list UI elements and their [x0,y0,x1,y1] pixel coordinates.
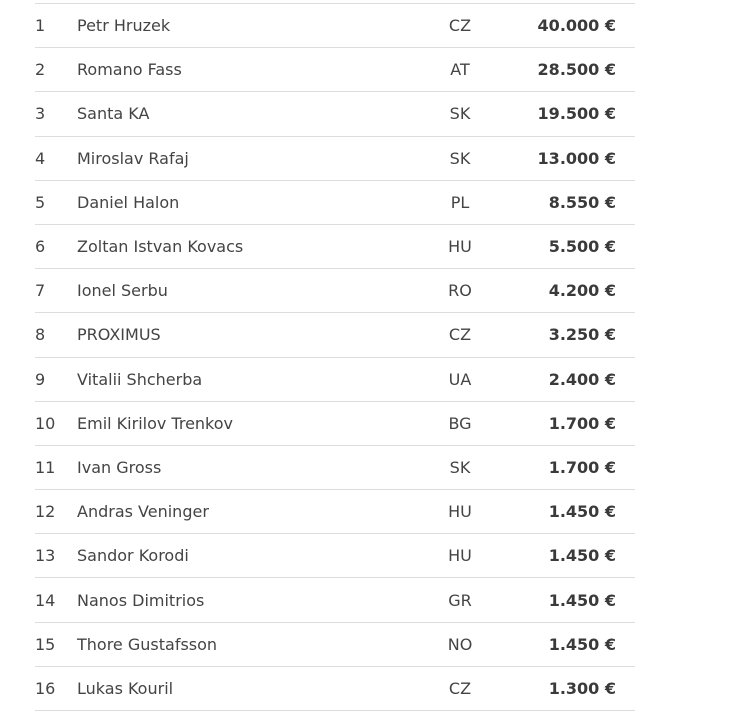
prize-cell: 8.550 € [548,192,616,212]
country-cell: HU [448,502,472,522]
country-cell: NO [447,634,473,654]
name-cell: Ivan Gross [77,457,162,477]
table-row: 7 Ionel Serbu RO 4.200 € [35,268,635,313]
table-row: 14 Nanos Dimitrios GR 1.450 € [35,577,635,623]
country-cell: CZ [448,16,472,36]
table-row: 6 Zoltan Istvan Kovacs HU 5.500 € [35,224,635,269]
table-row: 3 Santa KA SK 19.500 € [35,91,635,137]
name-cell: Santa KA [77,104,150,124]
rank-cell: 7 [35,281,46,301]
rank-cell: 2 [35,60,46,80]
rank-cell: 11 [35,457,56,477]
name-cell: Lukas Kouril [77,678,174,698]
country-cell: CZ [448,678,472,698]
rank-cell: 4 [35,148,46,168]
country-cell: BG [448,413,472,433]
country-cell: UA [448,369,472,389]
name-cell: Nanos Dimitrios [77,590,205,610]
rank-cell: 1 [35,16,46,36]
table-row: 16 Lukas Kouril CZ 1.300 € [35,666,635,711]
name-cell: Petr Hruzek [77,16,171,36]
prize-cell: 19.500 € [537,104,616,124]
results-table-body: 1 Petr Hruzek CZ 40.000 € 2 Romano Fass AT 28.5… [35,3,635,711]
name-cell: Andras Veninger [77,502,209,522]
results-table: 1 Petr Hruzek CZ 40.000 € 2 Romano Fass AT 28.5… [35,3,635,711]
table-row: 11 Ivan Gross SK 1.700 € [35,445,635,490]
table-row: 2 Romano Fass AT 28.500 € [35,47,635,92]
country-cell: CZ [448,325,472,345]
table-row: 9 Vitalii Shcherba UA 2.400 € [35,357,635,402]
table-row: 5 Daniel Halon PL 8.550 € [35,180,635,225]
prize-cell: 28.500 € [537,60,616,80]
prize-cell: 4.200 € [548,281,616,301]
prize-cell: 1.300 € [548,678,616,698]
country-cell: GR [448,590,472,610]
name-cell: Miroslav Rafaj [77,148,189,168]
table-row: 15 Thore Gustafsson NO 1.450 € [35,622,635,667]
country-cell: SK [449,148,471,168]
country-cell: HU [448,546,472,566]
name-cell: Romano Fass [77,60,182,80]
rank-cell: 13 [35,546,56,566]
prize-cell: 40.000 € [537,16,616,36]
rank-cell: 12 [35,502,56,522]
table-row: 12 Andras Veninger HU 1.450 € [35,489,635,534]
country-cell: RO [448,281,472,301]
name-cell: PROXIMUS [77,325,161,345]
country-cell: SK [449,104,471,124]
table-row: 8 PROXIMUS CZ 3.250 € [35,312,635,357]
country-cell: HU [448,237,472,257]
rank-cell: 14 [35,590,56,610]
table-row: 4 Miroslav Rafaj SK 13.000 € [35,136,635,181]
name-cell: Daniel Halon [77,192,180,212]
rank-cell: 3 [35,104,46,124]
name-cell: Thore Gustafsson [77,634,218,654]
prize-cell: 5.500 € [548,237,616,257]
rank-cell: 8 [35,325,46,345]
name-cell: Ionel Serbu [77,281,168,301]
rank-cell: 10 [35,413,56,433]
prize-cell: 2.400 € [548,369,616,389]
prize-cell: 1.450 € [548,634,616,654]
prize-cell: 1.450 € [548,502,616,522]
table-row: 13 Sandor Korodi HU 1.450 € [35,533,635,578]
rank-cell: 16 [35,678,56,698]
rank-cell: 5 [35,192,46,212]
prize-cell: 1.450 € [548,590,616,610]
country-cell: PL [450,192,470,212]
rank-cell: 6 [35,237,46,257]
prize-cell: 3.250 € [548,325,616,345]
prize-cell: 1.450 € [548,546,616,566]
name-cell: Sandor Korodi [77,546,189,566]
country-cell: SK [449,457,471,477]
prize-cell: 1.700 € [548,457,616,477]
name-cell: Emil Kirilov Trenkov [77,413,234,433]
prize-cell: 1.700 € [548,413,616,433]
table-row: 1 Petr Hruzek CZ 40.000 € [35,3,635,48]
table-row: 10 Emil Kirilov Trenkov BG 1.700 € [35,401,635,446]
prize-cell: 13.000 € [537,148,616,168]
country-cell: AT [450,60,470,80]
name-cell: Vitalii Shcherba [77,369,203,389]
rank-cell: 15 [35,634,56,654]
name-cell: Zoltan Istvan Kovacs [77,237,244,257]
rank-cell: 9 [35,369,46,389]
